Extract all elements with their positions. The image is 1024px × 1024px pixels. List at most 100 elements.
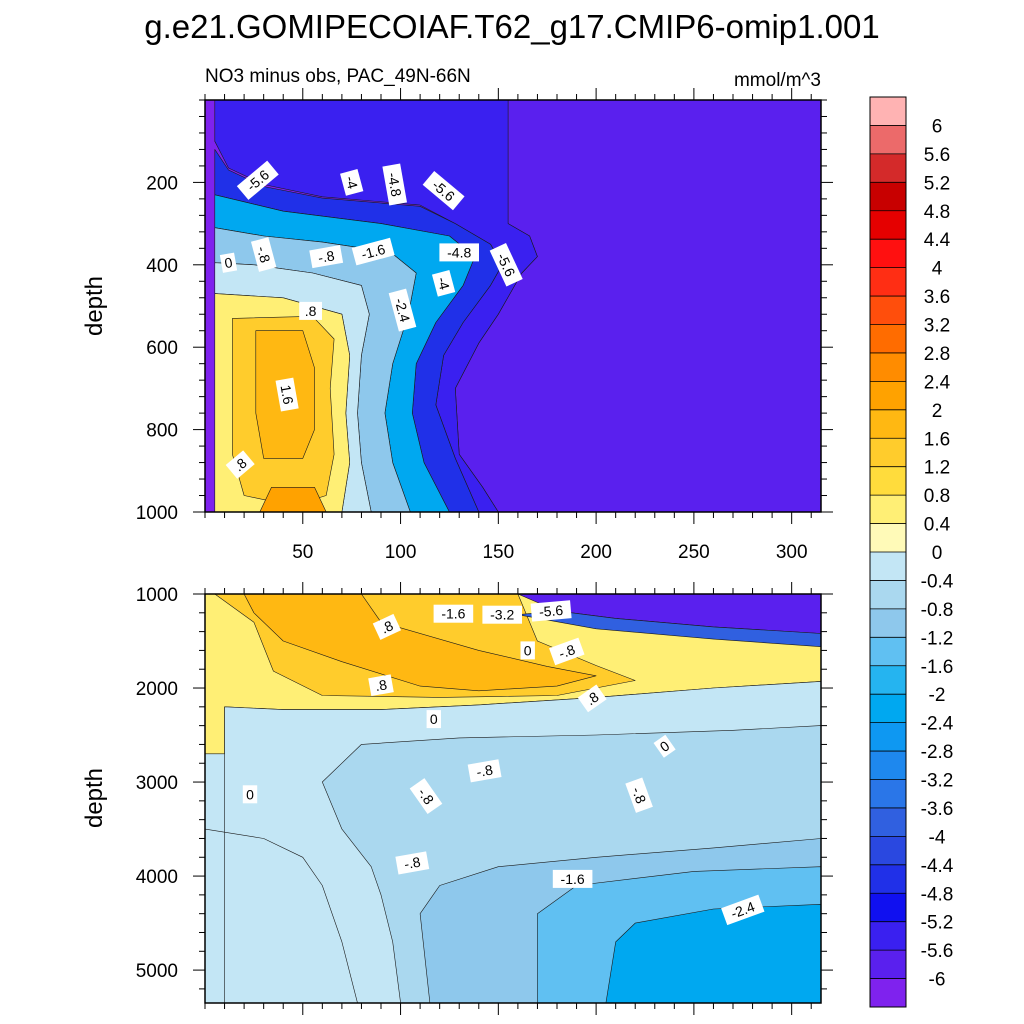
lower-contour-label-bg-5 [549, 637, 585, 666]
upper-contour-label-bg-4 [250, 237, 277, 272]
colorbar-label-2: 5.2 [924, 173, 950, 194]
upper-ytick-label-2: 600 [146, 338, 178, 359]
upper-contour-region-9 [259, 486, 327, 512]
lower-ytick-label-2: 3000 [136, 773, 178, 794]
lower-contour-label-text-8: 0 [430, 711, 438, 727]
colorbar-label-25: -4 [929, 827, 946, 848]
colorbar-swatch-15 [870, 523, 906, 553]
colorbar-swatch-6 [870, 267, 906, 297]
lower-contour-label-text-4: 0 [524, 642, 532, 658]
lower-contour-label-text-13: 0 [246, 786, 254, 802]
colorbar-label-9: 2.4 [924, 372, 951, 393]
colorbar-label-28: -5.2 [921, 913, 954, 934]
upper-contour-label-text-8: -4.8 [447, 244, 471, 260]
colorbar-label-22: -2.8 [921, 742, 954, 763]
lower-contour-label-13: 0 [242, 785, 258, 804]
lower-contour-label-1: -3.2 [482, 605, 522, 624]
colorbar-label-14: 0.4 [924, 515, 951, 536]
lower-contour-fills [205, 594, 821, 1003]
lower-contour-label-bg-16 [721, 894, 765, 926]
upper-axes: 200 400 600 800 1000 50 100 150 200 250 300 [136, 88, 833, 563]
upper-xtick-label-0: 50 [292, 542, 313, 563]
upper-contour-label-text-2: -4.8 [385, 171, 405, 198]
lower-ytick-label-1: 2000 [136, 679, 178, 700]
lower-contour-label-bg-2 [530, 600, 572, 622]
colorbar-swatch-0 [870, 97, 906, 126]
colorbar-swatch-30 [870, 950, 906, 979]
colorbar-swatch-17 [870, 580, 906, 610]
upper-contour-label-5: 0 [219, 252, 238, 273]
lower-contour-label-8: 0 [426, 710, 441, 729]
lower-contour-label-bg-4 [520, 641, 535, 660]
lower-contour-label-4: 0 [520, 641, 535, 660]
upper-contour-label-text-11: -2.4 [392, 296, 414, 324]
lower-contour-label-7: .8 [577, 684, 607, 713]
upper-contour-label-4: -.8 [250, 237, 277, 272]
upper-contour-label-10: -4 [431, 269, 456, 297]
upper-contour-label-text-13: 1.6 [278, 384, 297, 406]
colorbar-swatch-24 [870, 779, 906, 809]
lower-contour-label-bg-14 [395, 851, 430, 875]
upper-panel-units: mmol/m^3 [734, 70, 821, 91]
lower-contour-label-text-12: -.8 [629, 785, 650, 806]
colorbar-label-13: 0.8 [924, 486, 950, 507]
upper-contour-label-text-10: -4 [434, 275, 453, 291]
upper-contour-label-bg-1 [340, 169, 364, 196]
colorbar-label-6: 3.6 [924, 287, 950, 308]
lower-contour-label-15: -1.6 [552, 869, 593, 888]
lower-contour-label-12: -.8 [625, 777, 653, 813]
upper-contour-label-text-6: -.8 [317, 247, 336, 266]
upper-contour-label-bg-12 [299, 301, 322, 320]
lower-contour-label-bg-13 [242, 785, 258, 804]
colorbar-label-19: -1.6 [921, 657, 954, 678]
colorbar-label-5: 4 [932, 259, 943, 280]
upper-xtick-label-2: 150 [482, 542, 514, 563]
lower-contour-labels: -1.6 -3.2 -5.6 .8 0 -.8 .8 .8 0 0 -.8 -.8 -.8 0 -.8 -1.… [242, 600, 765, 926]
upper-contour-label-text-1: -4 [342, 174, 361, 190]
lower-plot-border [204, 593, 822, 1004]
lower-contour-label-5: -.8 [549, 637, 585, 666]
lower-contour-label-text-0: -1.6 [441, 606, 465, 622]
upper-xtick-label-1: 100 [385, 542, 417, 563]
colorbar-label-7: 3.2 [924, 316, 950, 337]
lower-contour-label-2: -5.6 [530, 600, 572, 622]
colorbar-swatch-22 [870, 722, 906, 752]
colorbar-label-30: -6 [929, 970, 946, 991]
upper-xtick-label-4: 250 [678, 542, 710, 563]
upper-contour-label-6: -.8 [309, 245, 344, 269]
upper-contour-label-bg-9 [489, 243, 523, 287]
colorbar-label-16: -0.4 [921, 571, 954, 592]
colorbar-label-11: 1.6 [924, 429, 950, 450]
lower-contour-label-text-14: -.8 [403, 854, 422, 873]
lower-contour-label-text-6: .8 [374, 676, 388, 694]
upper-contour-label-bg-2 [382, 163, 408, 206]
colorbar-swatch-8 [870, 324, 906, 354]
colorbar-border [869, 96, 907, 1008]
upper-ytick-label-1: 400 [146, 256, 178, 277]
colorbar-swatch-20 [870, 665, 906, 695]
colorbar-swatch-31 [870, 978, 906, 1008]
upper-contour-label-bg-3 [422, 170, 465, 211]
lower-contour-label-0: -1.6 [433, 604, 474, 623]
colorbar-swatch-19 [870, 637, 906, 667]
lower-contour-label-bg-3 [372, 613, 402, 640]
upper-contour-label-2: -4.8 [382, 163, 408, 206]
lower-contour-label-10: -.8 [467, 759, 502, 783]
colorbar-label-8: 2.8 [924, 344, 950, 365]
lower-contour-label-text-2: -5.6 [538, 602, 564, 620]
lower-contour-label-text-16: -2.4 [729, 898, 757, 921]
lower-contour-label-14: -.8 [395, 851, 430, 875]
colorbar-swatch-9 [870, 352, 906, 382]
colorbar-label-21: -2.4 [921, 714, 954, 735]
upper-contour-label-bg-5 [219, 252, 238, 273]
lower-panel: -1.6 -3.2 -5.6 .8 0 -.8 .8 .8 0 0 -.8 -.8 -.8 0 -.8 -1.… [81, 582, 833, 1015]
colorbar-label-17: -0.8 [921, 600, 954, 621]
upper-contour-label-12: .8 [299, 301, 322, 320]
lower-contour-label-text-15: -1.6 [561, 871, 585, 887]
colorbar-swatch-29 [870, 921, 906, 951]
lower-contour-label-text-1: -3.2 [490, 607, 514, 623]
lower-contour-label-text-11: -.8 [415, 785, 438, 808]
colorbar-swatch-4 [870, 210, 906, 240]
colorbar-swatch-25 [870, 807, 906, 837]
colorbar-label-23: -3.2 [921, 771, 954, 792]
